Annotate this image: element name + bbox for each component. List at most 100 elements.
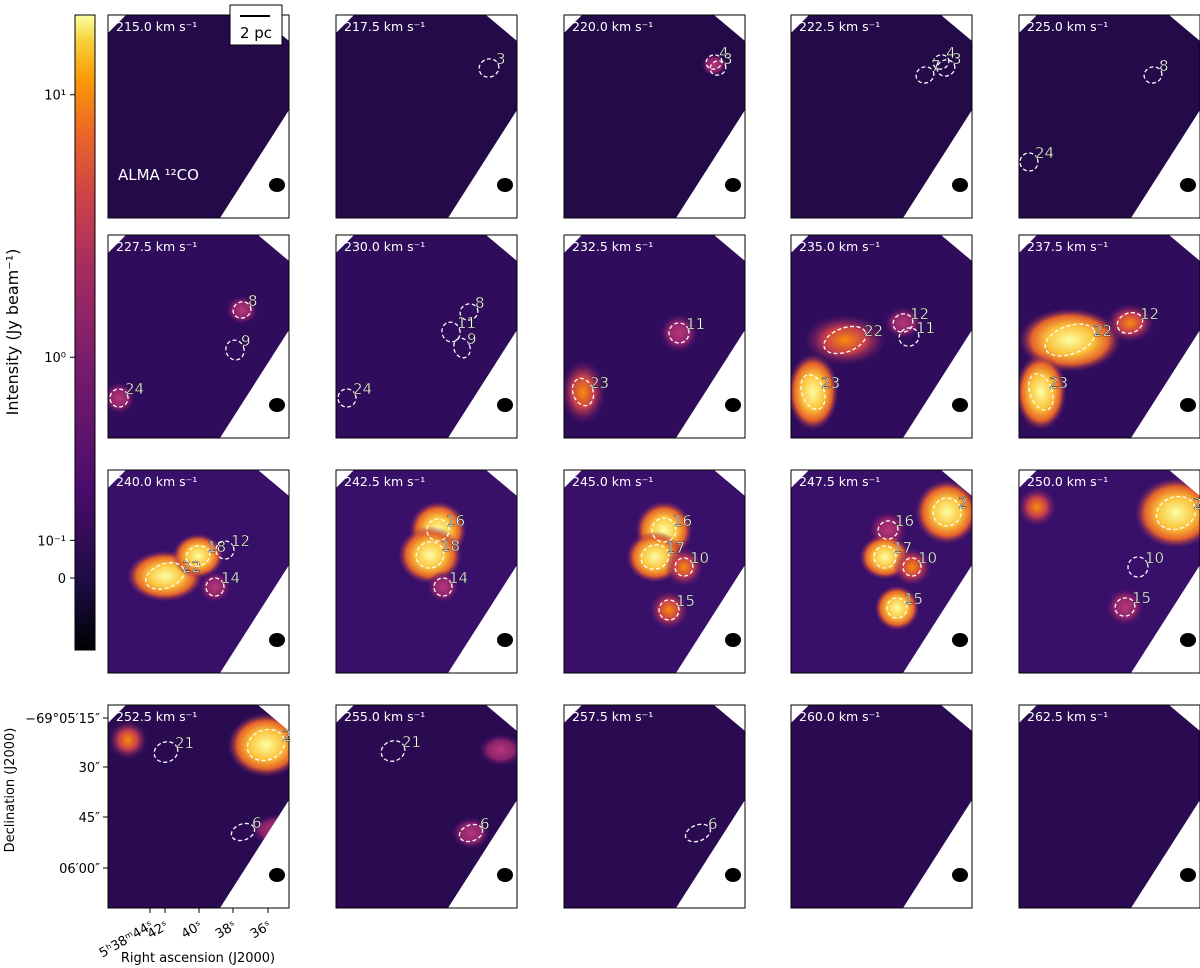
clump-label: 14 bbox=[221, 569, 240, 587]
panel-frame bbox=[335, 234, 518, 439]
emission bbox=[226, 295, 258, 325]
mask bbox=[1131, 330, 1200, 438]
panel-frame bbox=[563, 14, 746, 219]
clump-label: 16 bbox=[895, 512, 914, 530]
clump-label: 2 bbox=[1193, 495, 1200, 513]
panel-image bbox=[564, 235, 745, 438]
beam bbox=[497, 178, 513, 192]
panel-image bbox=[108, 705, 289, 908]
mask bbox=[1169, 235, 1200, 261]
panel-image bbox=[791, 235, 972, 438]
clump-contour bbox=[1116, 311, 1144, 335]
clump-label: 17 bbox=[893, 539, 912, 557]
clump-contour bbox=[225, 339, 245, 361]
mask bbox=[564, 705, 582, 723]
panel: 227.5 km s⁻¹ 8 9 24 bbox=[107, 234, 290, 439]
clump-contour bbox=[459, 303, 479, 321]
panel-frame bbox=[790, 234, 973, 439]
panel-frame bbox=[1018, 704, 1200, 909]
clump-contour bbox=[705, 54, 723, 70]
clump-label: 11 bbox=[686, 315, 705, 333]
clump-contour bbox=[932, 54, 950, 70]
clump-label: 3 bbox=[496, 50, 506, 68]
clump-label: 4 bbox=[719, 44, 729, 62]
panel-frame bbox=[1018, 14, 1200, 219]
clump-label: 8 bbox=[475, 294, 485, 312]
mask bbox=[676, 565, 745, 673]
clump-label: 21 bbox=[175, 734, 194, 752]
mask bbox=[1019, 235, 1037, 253]
mask bbox=[486, 470, 517, 496]
clump-label: 15 bbox=[904, 590, 923, 608]
velocity-label: 250.0 km s⁻¹ bbox=[1027, 474, 1108, 489]
panel: 255.0 km s⁻¹ 21 6 bbox=[335, 704, 518, 909]
mask bbox=[448, 110, 517, 218]
clump-contour bbox=[1028, 373, 1054, 411]
velocity-label: 235.0 km s⁻¹ bbox=[799, 239, 880, 254]
mask bbox=[676, 800, 745, 908]
clump-label: 6 bbox=[708, 815, 718, 833]
clump-label: 12 bbox=[231, 532, 250, 550]
panel-frame bbox=[790, 469, 973, 674]
emission bbox=[649, 590, 689, 630]
panel-image bbox=[1019, 470, 1200, 673]
velocity-label: 222.5 km s⁻¹ bbox=[799, 19, 880, 34]
clump-label: 3 bbox=[952, 50, 962, 68]
clump-label: 23 bbox=[821, 374, 840, 392]
colorbar-tick-label: 10¹ bbox=[44, 89, 66, 104]
beam bbox=[1180, 398, 1196, 412]
mask bbox=[486, 235, 517, 261]
beam bbox=[952, 398, 968, 412]
clump-contour bbox=[153, 741, 179, 763]
mask bbox=[1169, 470, 1200, 496]
mask bbox=[448, 565, 517, 673]
panel: 230.0 km s⁻¹ 8 119 24 bbox=[335, 234, 518, 439]
mask bbox=[903, 330, 972, 438]
mask bbox=[1169, 15, 1200, 41]
x-tick-label: 38ˢ bbox=[213, 918, 239, 942]
beam bbox=[269, 633, 285, 647]
panel-frame bbox=[563, 234, 746, 439]
clump-label: 9 bbox=[241, 332, 251, 350]
y-tick-label: 45″ bbox=[79, 811, 101, 826]
mask bbox=[564, 15, 582, 33]
panel: 257.5 km s⁻¹ 6 bbox=[563, 704, 746, 909]
mask bbox=[903, 565, 972, 673]
mask bbox=[903, 110, 972, 218]
panel: 220.0 km s⁻¹ 43 bbox=[563, 14, 746, 219]
clump-label: 10 bbox=[690, 549, 709, 567]
panel: 237.5 km s⁻¹ 22 12 23 bbox=[1018, 234, 1200, 439]
clump-contour bbox=[932, 497, 962, 527]
scale-bar-label: 2 pc bbox=[240, 24, 272, 42]
clump-contour bbox=[668, 322, 690, 344]
clump-label: 2 bbox=[282, 727, 292, 745]
emission bbox=[1105, 587, 1145, 627]
panel-image bbox=[336, 705, 517, 908]
clump-contour bbox=[185, 545, 211, 567]
mask bbox=[903, 800, 972, 908]
velocity-label: 220.0 km s⁻¹ bbox=[572, 19, 653, 34]
clump-label: 22 bbox=[1093, 322, 1112, 340]
panel-image bbox=[564, 705, 745, 908]
clump-label: 24 bbox=[1035, 144, 1054, 162]
clump-label: 3 bbox=[723, 50, 733, 68]
clump-label: 10 bbox=[1145, 549, 1164, 567]
clump-label: 23 bbox=[1049, 374, 1068, 392]
beam bbox=[497, 868, 513, 882]
clump-contour bbox=[109, 388, 129, 408]
mask bbox=[791, 235, 809, 253]
beam bbox=[725, 178, 741, 192]
clump-contour bbox=[892, 313, 914, 333]
panel-frame bbox=[563, 704, 746, 909]
beam bbox=[1180, 178, 1196, 192]
mask bbox=[448, 330, 517, 438]
emission bbox=[803, 314, 887, 366]
y-tick-label: 30″ bbox=[79, 761, 101, 776]
mask bbox=[941, 235, 972, 261]
clump-label: 18 bbox=[441, 537, 460, 555]
panel-frame bbox=[335, 704, 518, 909]
clump-label: 4 bbox=[946, 44, 956, 62]
clump-label: 8 bbox=[1159, 57, 1169, 75]
velocity-label: 237.5 km s⁻¹ bbox=[1027, 239, 1108, 254]
emission bbox=[664, 547, 704, 587]
